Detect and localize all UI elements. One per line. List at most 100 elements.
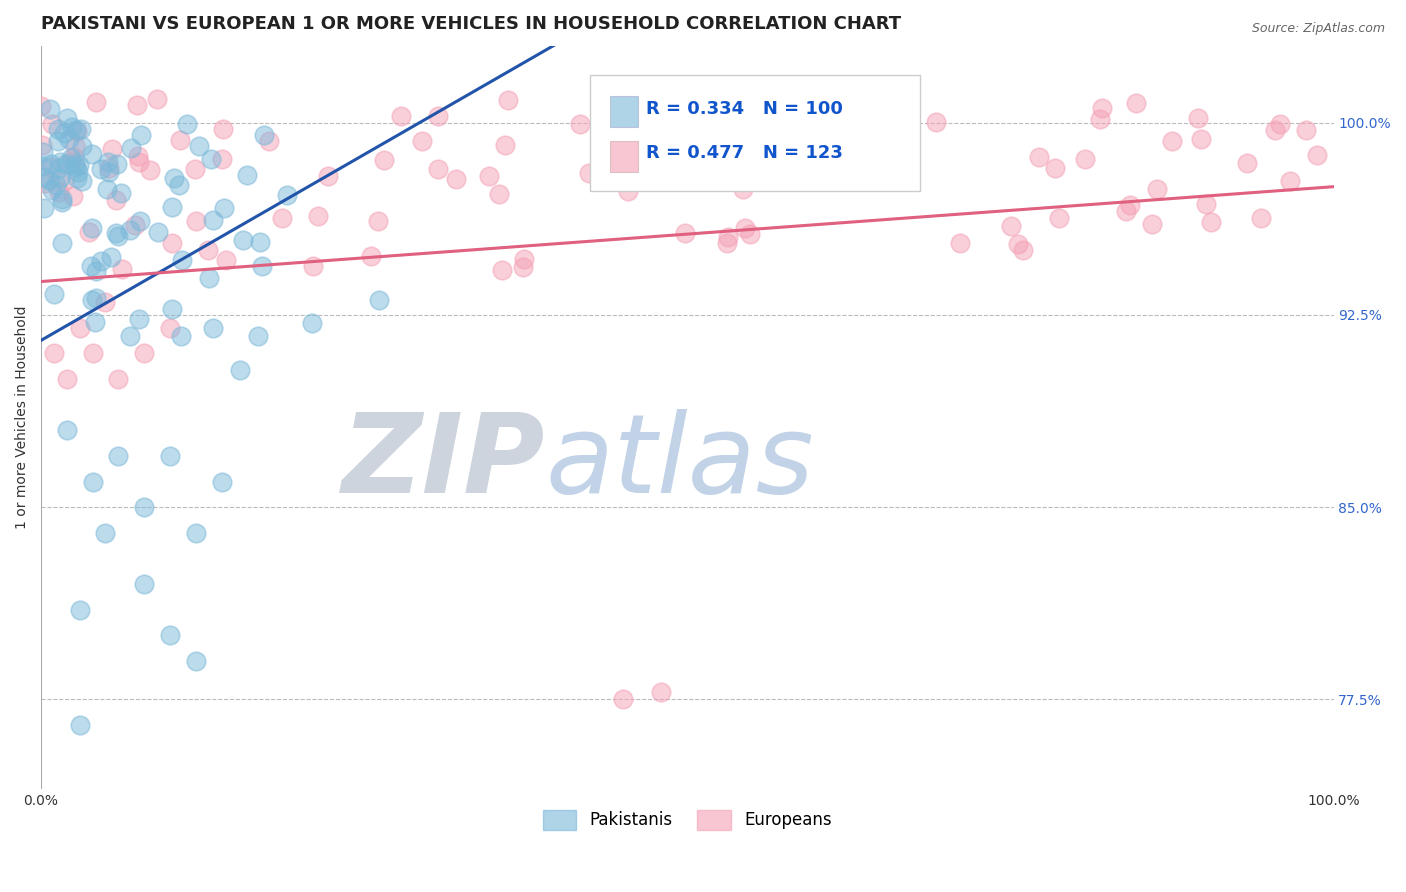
Point: [94, 295, 117, 310]
Point: [389, 109, 412, 123]
Point: [39, 157, 62, 171]
Point: [49, 155, 72, 169]
Point: [77, 225, 100, 239]
Point: [316, 169, 339, 183]
Point: [32, 145, 55, 159]
Point: [48, 185, 70, 199]
Point: [184, 162, 207, 177]
Text: atlas: atlas: [546, 409, 814, 516]
Point: [817, 110, 839, 124]
Point: [1306, 148, 1329, 162]
Point: [41, 117, 63, 131]
Point: [595, 110, 617, 124]
Point: [257, 134, 280, 148]
Point: [159, 628, 181, 642]
Point: [70, 138, 93, 153]
Point: [98, 161, 121, 175]
Point: [1115, 204, 1137, 219]
Point: [134, 500, 156, 515]
Point: [129, 128, 152, 142]
Point: [69, 320, 91, 334]
Point: [45, 178, 67, 192]
Point: [513, 252, 536, 266]
Point: [120, 141, 142, 155]
Point: [187, 139, 209, 153]
Point: [700, 171, 723, 186]
Point: [360, 249, 382, 263]
Text: ZIP: ZIP: [342, 409, 546, 516]
Point: [673, 226, 696, 240]
Point: [41, 160, 63, 174]
Point: [1091, 101, 1114, 115]
Point: [70, 173, 93, 187]
Point: [247, 328, 270, 343]
Point: [32, 201, 55, 215]
Point: [232, 233, 254, 247]
Point: [925, 115, 948, 129]
Point: [31, 159, 53, 173]
Legend: Pakistanis, Europeans: Pakistanis, Europeans: [536, 803, 838, 837]
Point: [66, 170, 89, 185]
Point: [630, 99, 652, 113]
Point: [53, 174, 76, 188]
Point: [738, 227, 761, 242]
Point: [42, 346, 65, 360]
Point: [38, 173, 60, 187]
Point: [569, 117, 592, 131]
Point: [129, 213, 152, 227]
Point: [100, 142, 122, 156]
Point: [94, 525, 117, 540]
Point: [97, 165, 120, 179]
Point: [1074, 153, 1097, 167]
Point: [1000, 219, 1022, 233]
Point: [1189, 132, 1212, 146]
Point: [60, 120, 83, 134]
Bar: [610, 96, 638, 128]
Point: [488, 187, 510, 202]
Point: [170, 252, 193, 267]
Point: [498, 93, 520, 107]
Point: [200, 153, 222, 167]
Point: [138, 162, 160, 177]
Point: [1146, 182, 1168, 196]
Point: [62, 189, 84, 203]
Point: [1187, 111, 1209, 125]
FancyBboxPatch shape: [591, 76, 920, 191]
Point: [105, 157, 128, 171]
Point: [46, 134, 69, 148]
Point: [1007, 236, 1029, 251]
Point: [427, 109, 450, 123]
Point: [55, 423, 77, 437]
Point: [46, 122, 69, 136]
Point: [82, 475, 104, 489]
Point: [42, 286, 65, 301]
Point: [63, 156, 86, 170]
Point: [477, 169, 499, 184]
Point: [444, 172, 467, 186]
Point: [1090, 112, 1112, 127]
Point: [146, 92, 169, 106]
Point: [82, 293, 104, 307]
Point: [80, 259, 103, 273]
Point: [631, 90, 654, 104]
Point: [55, 157, 77, 171]
Point: [1279, 174, 1302, 188]
Point: [1264, 123, 1286, 137]
Point: [65, 123, 87, 137]
Point: [110, 186, 132, 200]
Point: [734, 220, 756, 235]
Point: [880, 98, 903, 112]
Point: [104, 226, 127, 240]
Y-axis label: 1 or more Vehicles in Household: 1 or more Vehicles in Household: [15, 306, 30, 529]
Point: [1125, 95, 1147, 110]
Point: [162, 171, 184, 186]
Point: [159, 449, 181, 463]
Point: [169, 133, 191, 147]
Point: [249, 235, 271, 250]
Point: [373, 153, 395, 168]
Point: [821, 106, 844, 120]
Point: [90, 254, 112, 268]
Point: [1268, 116, 1291, 130]
Point: [55, 372, 77, 386]
Bar: [610, 141, 638, 172]
